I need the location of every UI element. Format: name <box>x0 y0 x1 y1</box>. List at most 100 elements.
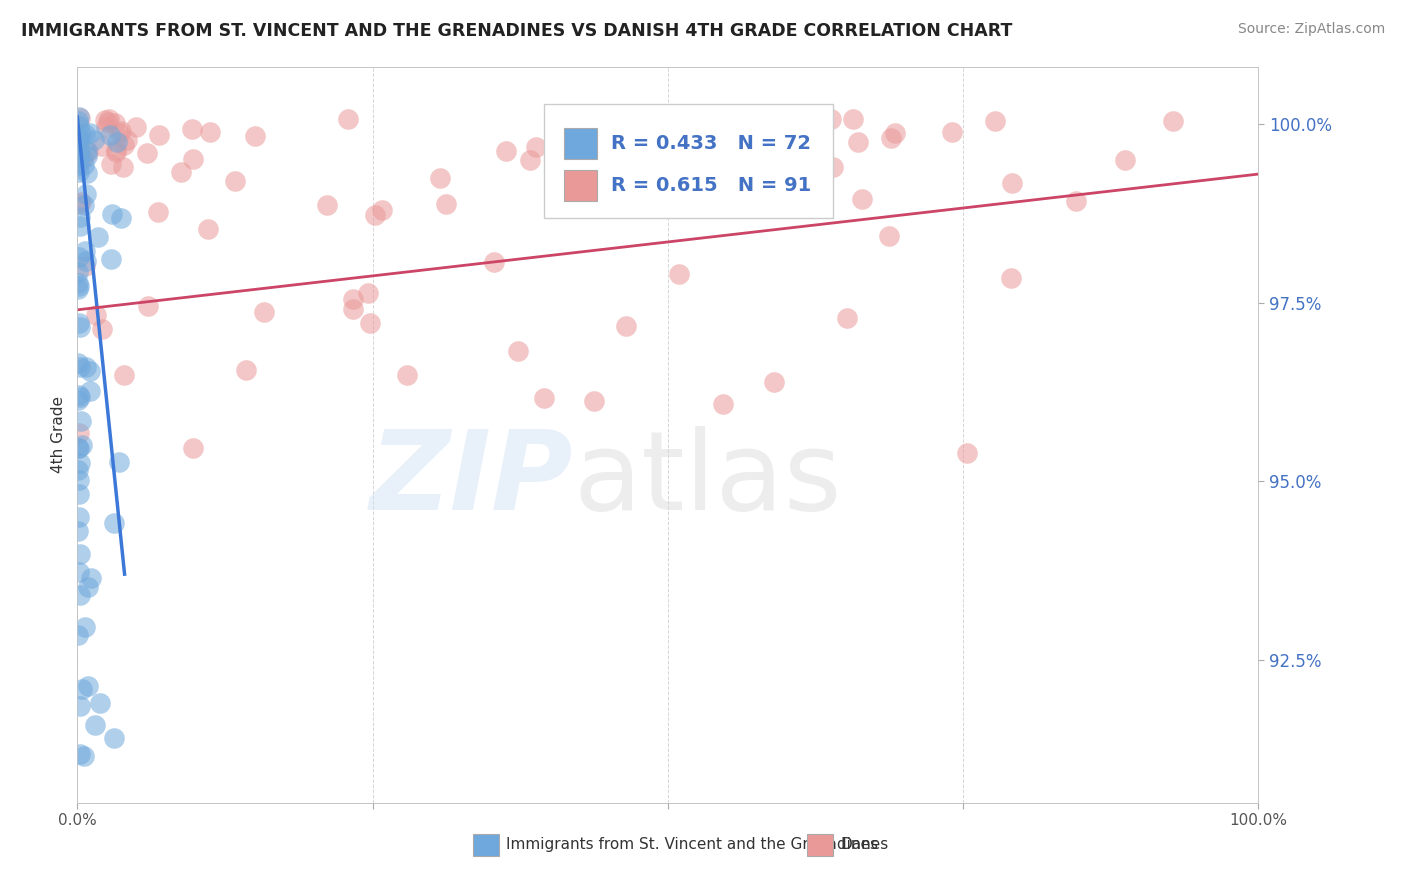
Point <box>851 192 873 206</box>
Point <box>747 125 769 139</box>
Point <box>67 110 90 124</box>
Point <box>1161 114 1184 128</box>
Point <box>737 198 759 212</box>
Point <box>506 343 529 358</box>
Point <box>723 141 745 155</box>
Point <box>592 120 614 134</box>
Point <box>668 267 690 281</box>
Point <box>84 308 107 322</box>
Point <box>103 731 125 745</box>
Point <box>67 627 90 641</box>
Point <box>704 130 727 145</box>
Point <box>70 194 93 209</box>
Point <box>197 222 219 236</box>
Point <box>66 282 89 296</box>
Point <box>146 205 169 219</box>
Text: Immigrants from St. Vincent and the Grenadines: Immigrants from St. Vincent and the Gren… <box>506 838 879 852</box>
Point <box>66 356 89 370</box>
Point <box>79 364 101 378</box>
Point <box>108 455 131 469</box>
Point <box>1064 194 1087 208</box>
Point <box>112 137 135 152</box>
Point <box>1001 177 1024 191</box>
Point <box>243 129 266 144</box>
Text: IMMIGRANTS FROM ST. VINCENT AND THE GRENADINES VS DANISH 4TH GRADE CORRELATION C: IMMIGRANTS FROM ST. VINCENT AND THE GREN… <box>21 22 1012 40</box>
Point <box>76 679 98 693</box>
Point <box>773 154 796 169</box>
Point <box>224 174 246 188</box>
Point <box>359 316 381 330</box>
Text: R = 0.615   N = 91: R = 0.615 N = 91 <box>612 176 811 194</box>
Point <box>69 127 91 141</box>
Text: Source: ZipAtlas.com: Source: ZipAtlas.com <box>1237 22 1385 37</box>
Point <box>711 397 734 411</box>
Point <box>703 198 725 212</box>
Point <box>342 301 364 316</box>
Point <box>342 293 364 307</box>
Point <box>67 158 90 172</box>
Point <box>66 393 89 408</box>
Point <box>718 137 741 152</box>
Y-axis label: 4th Grade: 4th Grade <box>51 396 66 474</box>
Point <box>67 150 90 164</box>
Point <box>763 375 786 389</box>
Point <box>75 254 97 268</box>
Point <box>75 186 97 201</box>
Point <box>169 165 191 179</box>
Point <box>83 717 105 731</box>
Point <box>107 126 129 140</box>
Point <box>87 229 110 244</box>
Point <box>429 170 451 185</box>
Point <box>67 164 90 178</box>
Point <box>111 161 134 175</box>
Point <box>820 112 842 127</box>
FancyBboxPatch shape <box>544 103 834 218</box>
Point <box>495 144 517 158</box>
Point <box>336 112 359 127</box>
Point <box>94 120 117 135</box>
Point <box>101 207 124 221</box>
Point <box>181 152 204 166</box>
Point <box>67 145 90 159</box>
Point <box>67 442 90 456</box>
Point <box>136 299 159 313</box>
Point <box>253 305 276 319</box>
Point <box>105 136 128 150</box>
Point <box>76 166 98 180</box>
Point <box>67 114 90 128</box>
Point <box>67 565 90 579</box>
Point <box>67 317 90 331</box>
Point <box>67 473 90 487</box>
Point <box>72 748 94 763</box>
Point <box>89 696 111 710</box>
Point <box>482 255 505 269</box>
Point <box>67 388 90 402</box>
Point <box>112 368 135 382</box>
Point <box>77 580 100 594</box>
Point <box>67 196 90 211</box>
Point <box>75 619 97 633</box>
Point <box>67 509 90 524</box>
Point <box>1000 271 1022 285</box>
Point <box>67 250 90 264</box>
Point <box>69 698 91 713</box>
Point <box>363 208 385 222</box>
Bar <box>807 834 834 855</box>
Point <box>69 320 91 334</box>
Point <box>94 112 117 127</box>
Point <box>434 196 457 211</box>
Point <box>67 277 90 291</box>
Point <box>69 547 91 561</box>
Point <box>69 146 91 161</box>
Point <box>67 426 90 441</box>
Point <box>69 456 91 470</box>
Point <box>135 145 157 160</box>
Point <box>104 143 127 157</box>
Point <box>69 486 91 500</box>
Point <box>76 145 98 159</box>
Point <box>110 124 132 138</box>
Point <box>789 133 811 147</box>
Point <box>67 135 90 149</box>
Point <box>395 368 418 383</box>
Point <box>69 359 91 374</box>
